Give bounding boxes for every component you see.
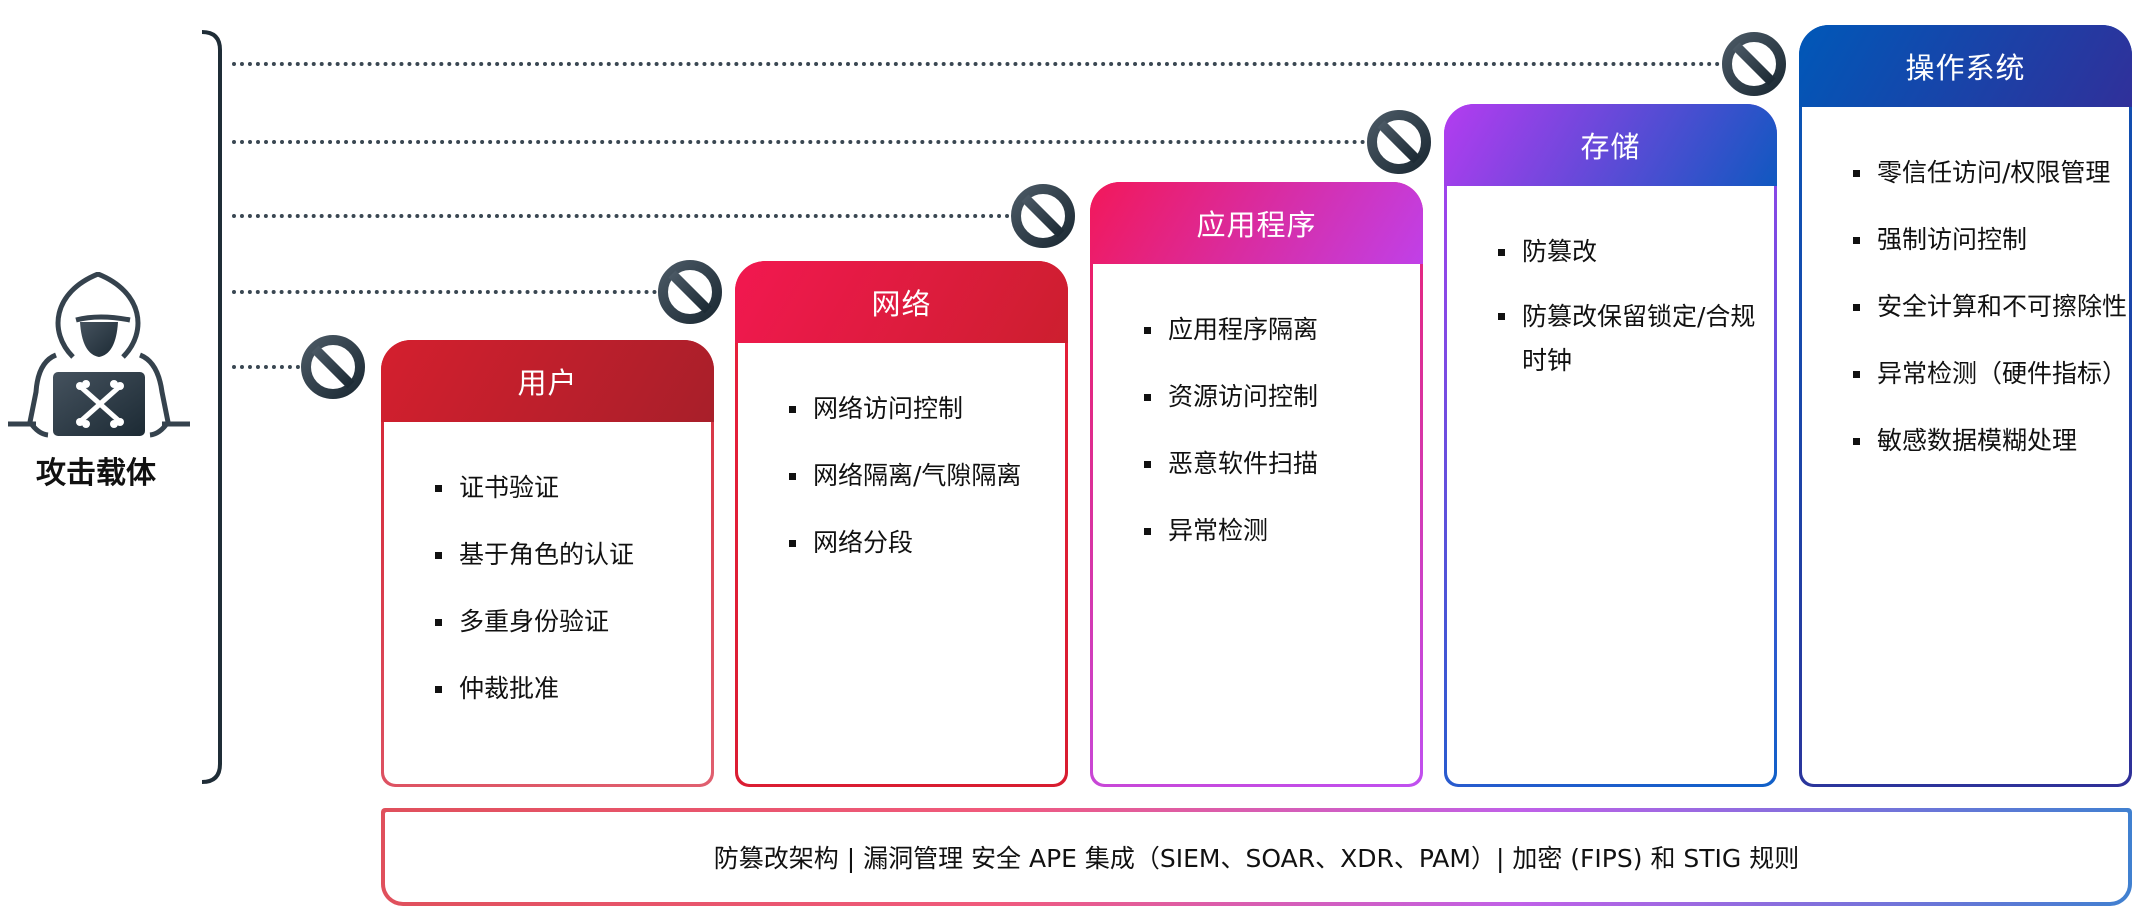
card-item-text: 安全计算和不可擦除性 [1877,292,2128,321]
hacker-icon [8,272,190,438]
defense-card: 应用程序应用程序隔离 资源访问控制 恶意软件扫描 异常检测 [1090,182,1423,787]
attack-path-line [232,214,1010,218]
card-body: 零信任访问/权限管理 强制访问控制安全计算和不可擦除性 异常检测（硬件指标） 敏感数据… [1802,107,2129,784]
attack-path-line [232,62,1721,66]
attacker-label: 攻击载体 [36,456,156,491]
card-title: 网络 [871,287,932,321]
bullet-icon [1853,237,1860,244]
card-item: 安全计算和不可擦除性 [1848,273,2127,340]
bullet-icon [1853,170,1860,177]
card-title: 操作系统 [1905,51,2026,85]
card-header: 用户 [381,340,714,422]
card-title: 应用程序 [1196,208,1317,242]
bullet-icon [1144,394,1151,401]
card-item-text: 防篡改 [1522,237,1598,266]
bullet-icon [1498,313,1505,320]
card-item: 仲裁批准 [430,655,703,722]
card-body: 证书验证基于角色的认证 多重身份验证 仲裁批准 [384,422,711,784]
card-item-text: 网络访问控制 [813,394,964,423]
card-item-text: 异常检测（硬件指标） [1877,359,2128,388]
bullet-icon [435,619,442,626]
no-entry-icon [1367,110,1431,174]
card-item: 网络访问控制 [784,375,1057,442]
card-item-list: 网络访问控制网络隔离/气隙隔离 网络分段 [784,375,1057,576]
card-item: 强制访问控制 [1848,206,2121,273]
card-header: 应用程序 [1090,182,1423,264]
card-item-text: 强制访问控制 [1877,225,2028,254]
bullet-icon [789,406,796,413]
no-entry-icon [658,260,722,324]
card-item-list: 零信任访问/权限管理 强制访问控制安全计算和不可擦除性 异常检测（硬件指标） 敏感数据… [1848,139,2127,474]
card-item: 恶意软件扫描 [1139,430,1412,497]
bullet-icon [1498,249,1505,256]
bullet-icon [435,686,442,693]
bullet-icon [789,540,796,547]
card-item-text: 敏感数据模糊处理 [1877,426,2078,455]
card-item-text: 零信任访问/权限管理 [1877,158,2111,187]
bottom-bar-text: 防篡改架构 | 漏洞管理 安全 APE 集成（SIEM、SOAR、XDR、PAM… [713,844,1800,873]
card-item: 证书验证 [430,454,703,521]
card-body: 网络访问控制网络隔离/气隙隔离 网络分段 [738,343,1065,784]
card-item-text: 防篡改保留锁定/合规时钟 [1522,302,1756,375]
defense-card: 操作系统零信任访问/权限管理 强制访问控制安全计算和不可擦除性 异常检测（硬件指标）… [1799,25,2132,787]
card-item: 异常检测（硬件指标） [1848,340,2127,407]
card-item: 多重身份验证 [430,588,703,655]
card-item-text: 仲裁批准 [459,674,560,703]
card-item-text: 网络分段 [813,528,914,557]
card-item-text: 应用程序隔离 [1168,315,1319,344]
no-entry-icon [1722,32,1786,96]
bullet-icon [1853,304,1860,311]
bracket [201,30,222,784]
bullet-icon [1144,327,1151,334]
no-entry-icon [1011,184,1075,248]
card-body: 应用程序隔离 资源访问控制 恶意软件扫描 异常检测 [1093,264,1420,784]
card-item: 防篡改 [1493,218,1766,285]
bullet-icon [1853,371,1860,378]
card-item: 异常检测 [1139,497,1412,564]
card-item-list: 证书验证基于角色的认证 多重身份验证 仲裁批准 [430,454,703,722]
bottom-bar: 防篡改架构 | 漏洞管理 安全 APE 集成（SIEM、SOAR、XDR、PAM… [381,808,2132,906]
card-item: 零信任访问/权限管理 [1848,139,2121,206]
card-item: 基于角色的认证 [430,521,703,588]
card-item: 网络隔离/气隙隔离 [784,442,1057,509]
defense-card: 用户证书验证基于角色的认证 多重身份验证 仲裁批准 [381,340,714,787]
no-entry-icon [301,335,365,399]
bullet-icon [1144,461,1151,468]
card-title: 存储 [1580,130,1641,164]
card-header: 存储 [1444,104,1777,186]
bullet-icon [789,473,796,480]
card-title: 用户 [517,366,578,400]
card-item: 资源访问控制 [1139,363,1412,430]
bullet-icon [1853,438,1860,445]
card-header: 操作系统 [1799,25,2132,107]
attack-path-line [232,140,1366,144]
card-item-list: 防篡改防篡改保留锁定/合规时钟 [1493,218,1766,383]
card-item-text: 证书验证 [459,473,560,502]
card-item-text: 多重身份验证 [459,607,610,636]
defense-card: 网络网络访问控制网络隔离/气隙隔离 网络分段 [735,261,1068,787]
attack-path-line [232,365,300,369]
bullet-icon [1144,528,1151,535]
card-item-text: 异常检测 [1168,516,1269,545]
card-item-text: 网络隔离/气隙隔离 [813,461,1022,490]
card-item-text: 基于角色的认证 [459,540,635,569]
card-item-list: 应用程序隔离 资源访问控制 恶意软件扫描 异常检测 [1139,296,1412,564]
bullet-icon [435,552,442,559]
card-item: 防篡改保留锁定/合规时钟 [1493,285,1766,383]
attack-path-line [232,290,657,294]
bullet-icon [435,485,442,492]
card-body: 防篡改防篡改保留锁定/合规时钟 [1447,186,1774,784]
defense-card: 存储防篡改防篡改保留锁定/合规时钟 [1444,104,1777,787]
card-item: 敏感数据模糊处理 [1848,407,2121,474]
card-item: 应用程序隔离 [1139,296,1412,363]
card-item-text: 资源访问控制 [1168,382,1319,411]
card-item-text: 恶意软件扫描 [1168,449,1319,478]
card-item: 网络分段 [784,509,1057,576]
card-header: 网络 [735,261,1068,343]
